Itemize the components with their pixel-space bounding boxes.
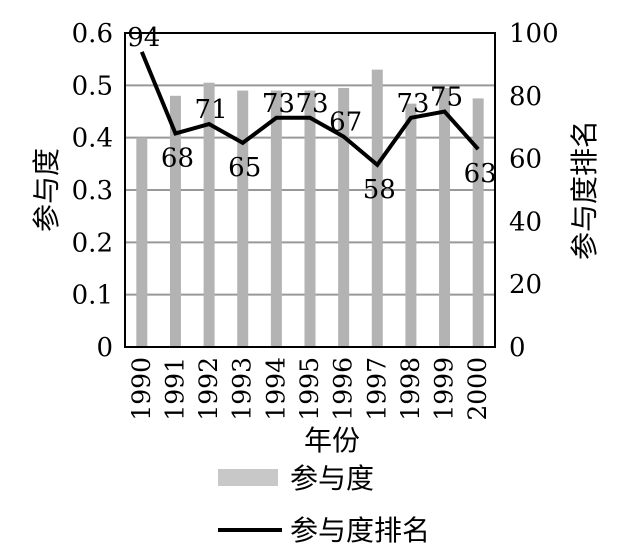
rank-data-label: 71 [195, 95, 228, 125]
bar [237, 90, 249, 348]
x-tick-label: 1991 [160, 357, 189, 421]
bar [338, 87, 350, 347]
x-tick-label: 1994 [261, 357, 290, 421]
bar [405, 103, 417, 348]
legend-line-label: 参与度排名 [290, 514, 430, 547]
x-tick-label: 1998 [396, 357, 425, 421]
y2-tick-label: 40 [509, 207, 542, 237]
rank-line-path [139, 51, 480, 168]
x-tick-label: 1990 [127, 357, 156, 421]
bar [472, 98, 484, 348]
y-tick-label: 0.2 [72, 228, 113, 258]
y2-tick-label: 100 [509, 19, 559, 49]
bar [203, 82, 215, 347]
bar [304, 90, 316, 348]
rank-data-label: 94 [127, 23, 160, 53]
rank-data-label: 68 [161, 143, 194, 173]
y2-tick-label: 0 [509, 333, 526, 363]
y-tick-label: 0.5 [72, 71, 113, 101]
bar [371, 69, 383, 347]
x-tick-label: 1997 [362, 357, 391, 421]
legend-bar-label: 参与度 [290, 462, 374, 495]
rank-data-label: 67 [329, 108, 362, 138]
legend: 参与度 参与度排名 [218, 462, 430, 547]
rank-data-label: 63 [464, 159, 497, 189]
plot-border [124, 32, 496, 348]
x-tick-label: 1995 [295, 357, 324, 421]
plot-frame [124, 32, 496, 348]
y-axis-title: 参与度 [30, 148, 63, 232]
x-tick-label: 2000 [463, 357, 492, 421]
y-tick-label: 0.1 [72, 281, 113, 311]
bar [439, 87, 451, 347]
bar [169, 95, 181, 347]
bars [136, 69, 484, 348]
y2-tick-label: 20 [509, 270, 542, 300]
x-axis-ticks: 1990 1991 1992 1993 1994 1995 1996 1997 1998 1999… [127, 357, 492, 421]
rank-data-label: 65 [228, 153, 261, 183]
y-tick-label: 0.3 [72, 176, 113, 206]
left-y-axis-ticks: 0 0.1 0.2 0.3 0.4 0.5 0.6 [72, 19, 113, 363]
y-tick-label: 0.6 [72, 19, 113, 49]
y-tick-label: 0.4 [72, 124, 113, 154]
x-tick-label: 1999 [430, 357, 459, 421]
rank-data-label: 73 [262, 89, 295, 119]
y2-axis-title: 参与度排名 [568, 120, 601, 260]
bar [136, 137, 148, 347]
x-axis-title: 年份 [304, 424, 360, 457]
x-tick-label: 1992 [194, 357, 223, 421]
rank-data-label: 75 [430, 83, 463, 113]
right-y-axis-ticks: 0 20 40 60 80 100 [509, 19, 559, 363]
legend-bar-swatch [218, 469, 278, 486]
y2-tick-label: 80 [509, 82, 542, 112]
rank-data-label: 73 [295, 89, 328, 119]
bar [270, 90, 282, 348]
x-tick-label: 1993 [228, 357, 257, 421]
y2-tick-label: 60 [509, 145, 542, 175]
x-tick-label: 1996 [329, 357, 358, 421]
rank-line [139, 51, 480, 168]
y-tick-label: 0 [96, 333, 113, 363]
rank-data-label: 58 [363, 175, 396, 205]
rank-data-label: 73 [396, 89, 429, 119]
